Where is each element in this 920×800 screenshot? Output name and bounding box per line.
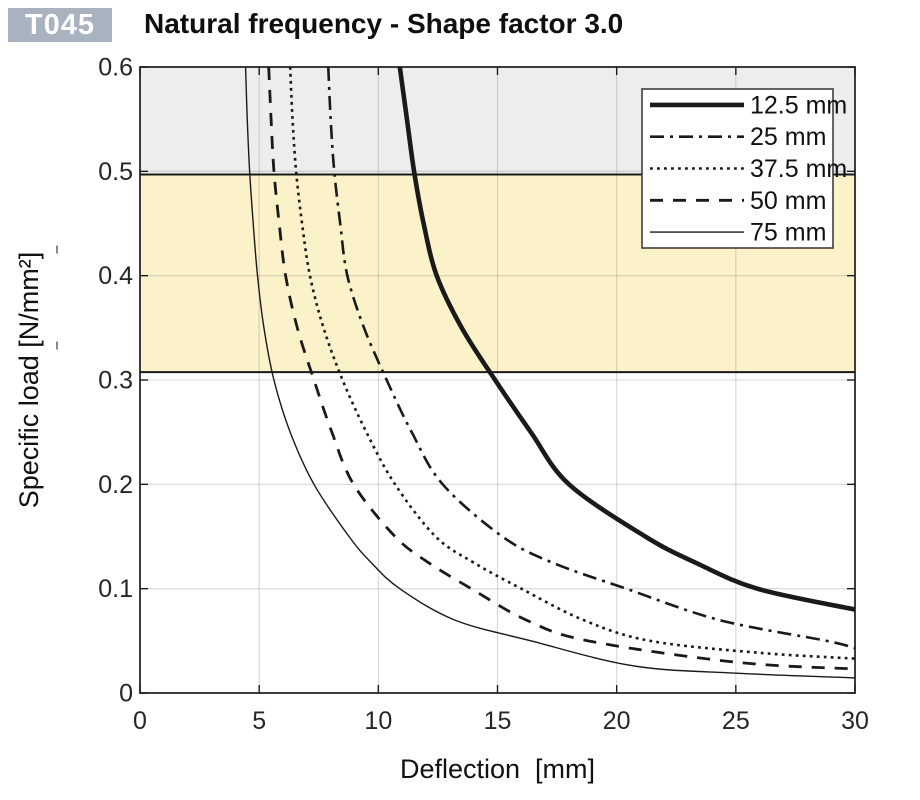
y-tick-label: 0.1 [98,575,133,603]
curve-50-mm [267,67,855,671]
y-tick-label: 0 [119,680,133,708]
legend-entry-label: 25 mm [750,123,826,151]
x-tick-label: 10 [364,707,392,735]
y-tick-label: 0.4 [98,262,133,290]
curves-group [244,67,855,679]
legend-entry-label: 12.5 mm [750,91,847,119]
x-tick-label: 25 [722,707,750,735]
chart-code-badge: T045 [8,8,112,42]
x-tick-label: 15 [484,707,512,735]
y-axis-title: Specific load [N/mm²] [14,252,44,509]
legend-entry-label: 75 mm [750,219,826,247]
legend-entry-label: 50 mm [750,187,826,215]
plot-frame [139,66,856,694]
x-tick-label: 0 [133,707,147,735]
y-tick-label: 0.6 [98,54,133,82]
x-tick-label: 5 [252,707,266,735]
page-title: Natural frequency - Shape factor 3.0 [144,8,624,39]
legend-entry-label: 37.5 mm [750,155,847,183]
curve-25-mm [326,67,855,650]
curve-75-mm [244,67,855,679]
legend: 12.5 mm 25 mm 37.5 mm 50 mm 75 mm [641,88,847,249]
y-tick-label: 0.2 [98,471,133,499]
curve-37-5-mm [288,67,855,660]
x-axis-title: Deflection [mm] [400,754,595,784]
legend-box [641,88,834,249]
y-tick-label: 0.5 [98,158,133,186]
x-tick-label: 30 [841,707,869,735]
x-tick-label: 20 [603,707,631,735]
y-tick-label: 0.3 [98,367,133,395]
curve-12-5-mm [397,67,855,612]
